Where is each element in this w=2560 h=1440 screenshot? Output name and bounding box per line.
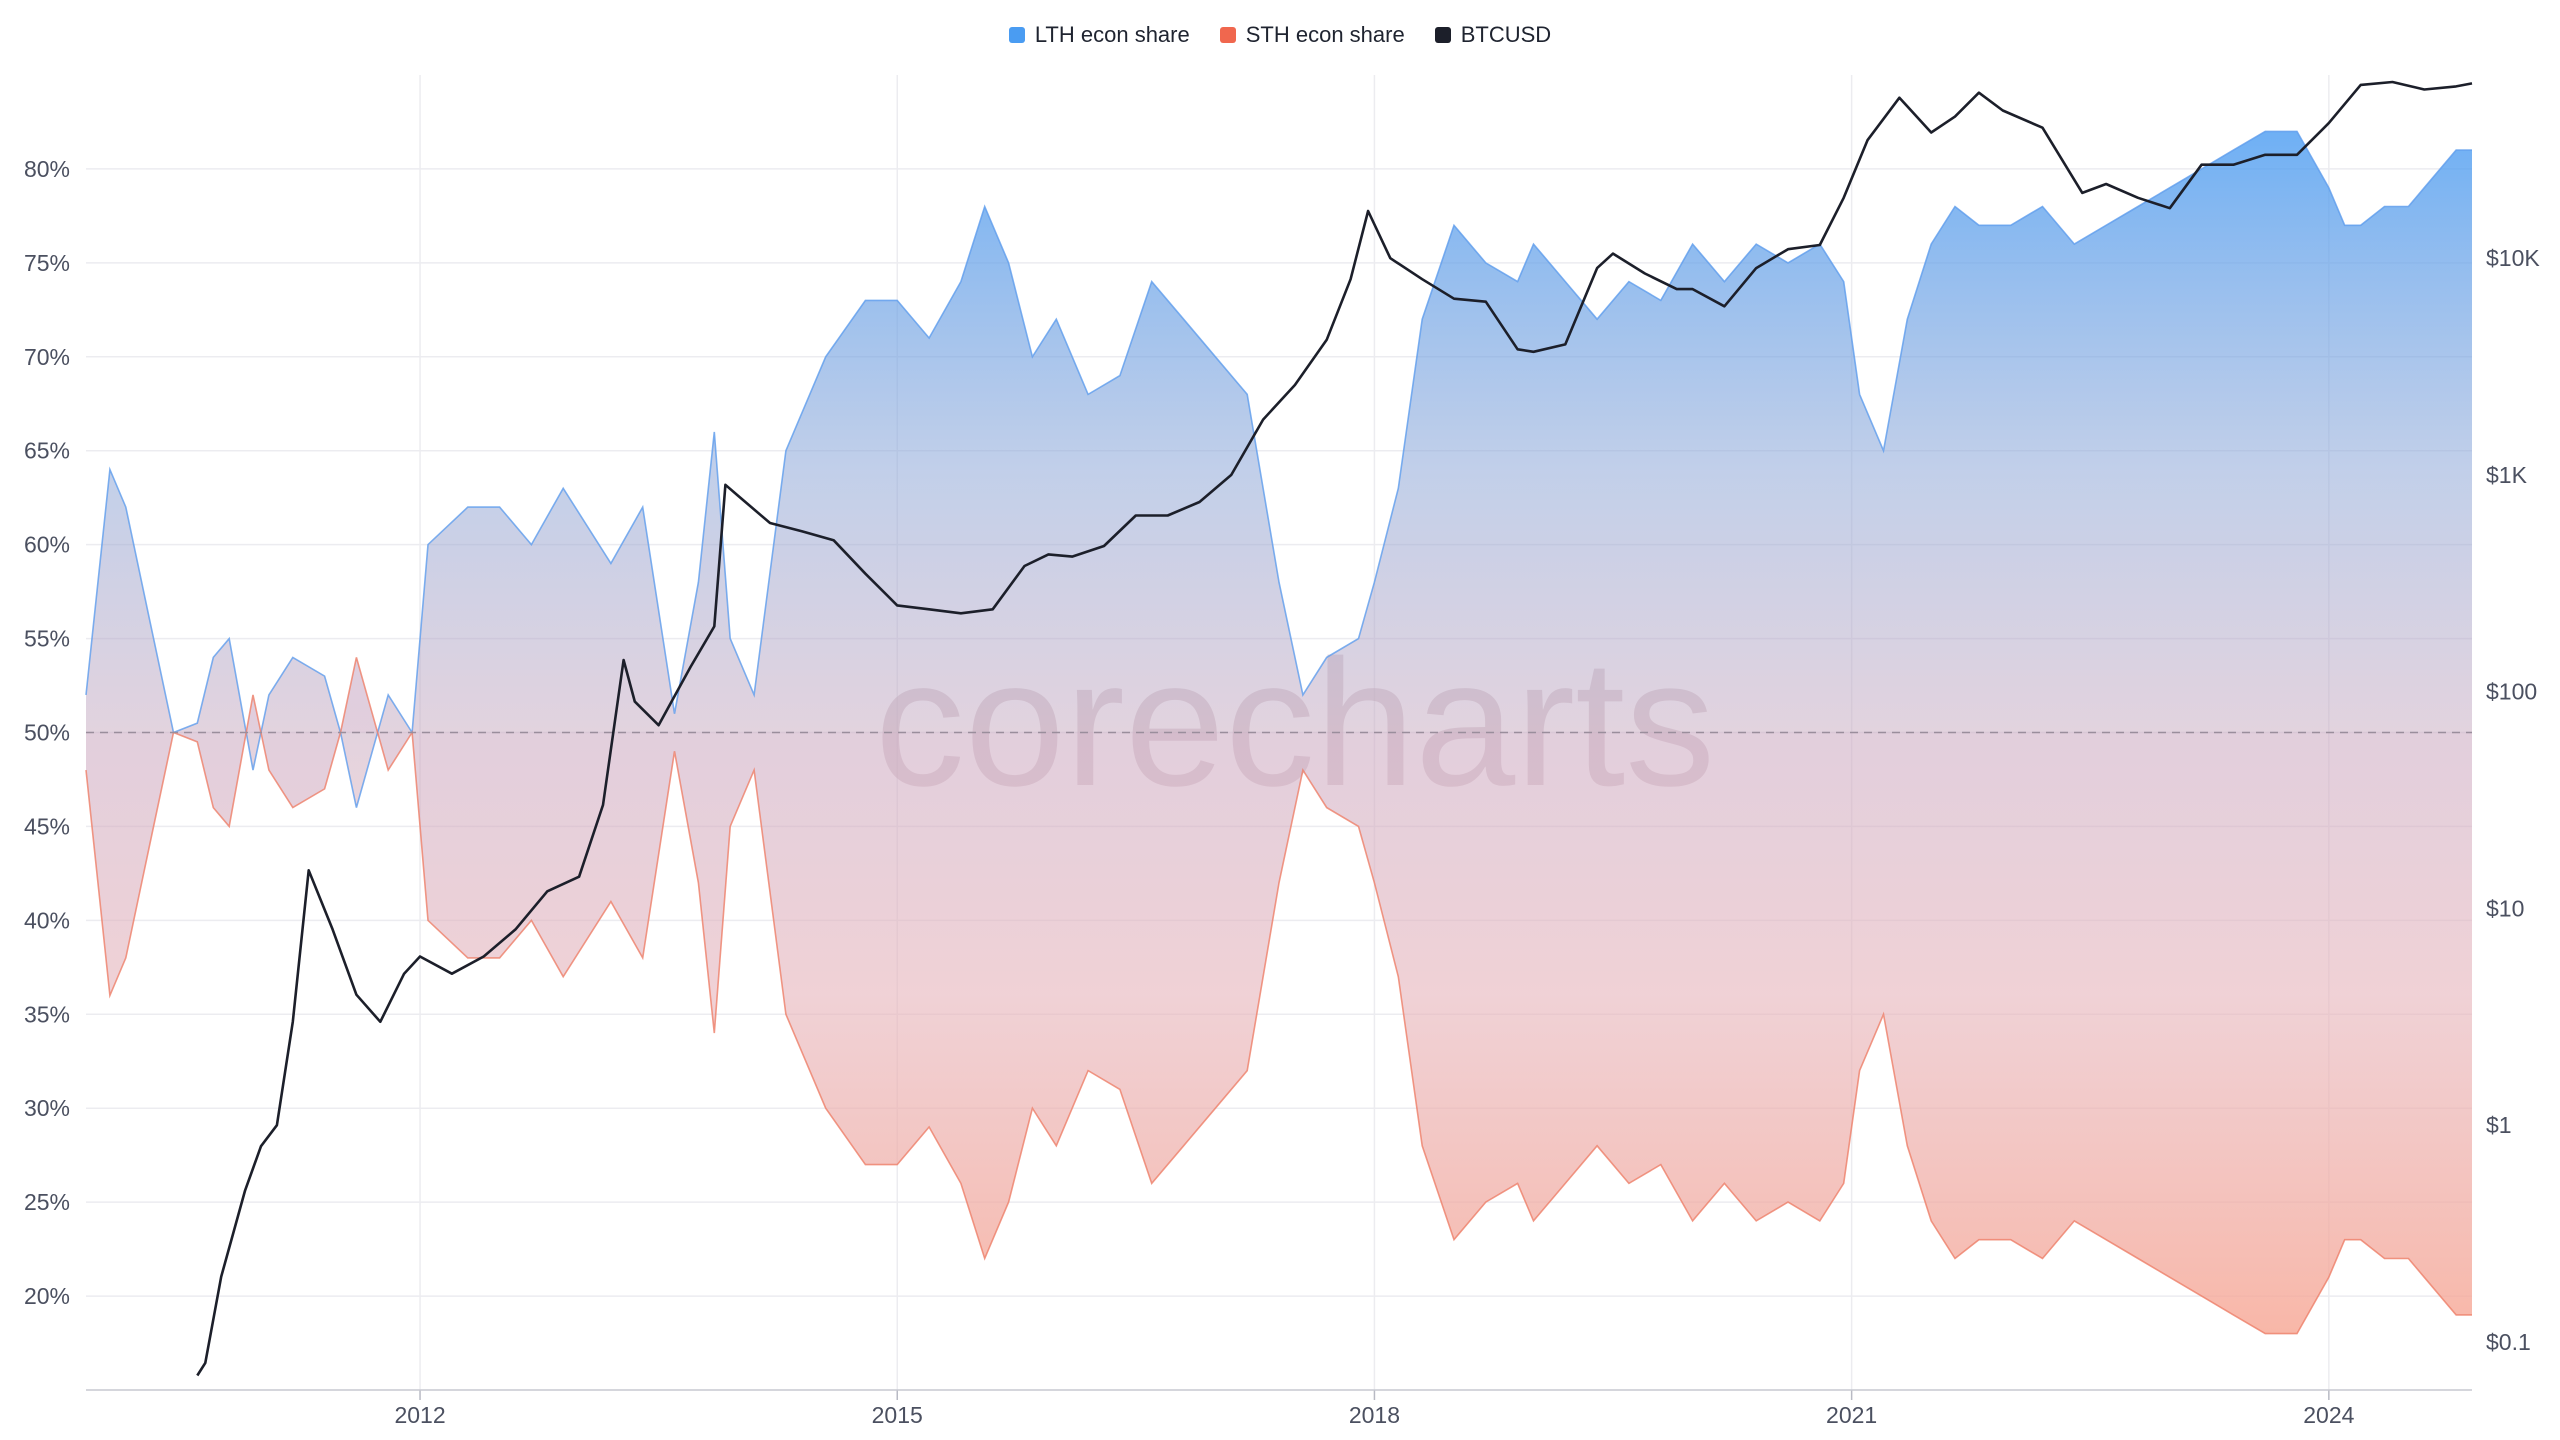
y-left-tick-label: 25%: [24, 1189, 70, 1215]
btcusd-line: [196, 80, 2473, 1377]
y-right-tick-label: $10K: [2486, 245, 2540, 271]
y-right-tick-label: $10: [2486, 895, 2524, 921]
line-layer: [86, 80, 2473, 1377]
y-left-tick-label: 70%: [24, 344, 70, 370]
legend-item-lth[interactable]: LTH econ share: [1008, 22, 1190, 48]
legend-item-btcusd[interactable]: BTCUSD: [1434, 22, 1552, 48]
y-right-tick-label: $1: [2486, 1112, 2512, 1138]
y-left-tick-label: 65%: [24, 438, 70, 464]
legend-swatch-lth: [1008, 27, 1025, 43]
x-tick-label: 2018: [1349, 1402, 1400, 1428]
y-left-tick-label: 35%: [24, 1001, 70, 1027]
y-right-tick-label: $1K: [2486, 462, 2528, 488]
y-left-tick-label: 75%: [24, 250, 70, 276]
legend: LTH econ share STH econ share BTCUSD: [0, 22, 2560, 48]
legend-item-sth[interactable]: STH econ share: [1219, 22, 1405, 48]
x-tick-label: 2015: [872, 1402, 923, 1428]
area-sth: [86, 657, 2472, 1334]
x-tick-label: 2021: [1826, 1402, 1877, 1428]
axis-layer: 20% 25% 30% 35% 40% 45% 50% 55% 60% 65% 70% 75% 80% 2…: [24, 156, 2540, 1428]
y-left-tick-label: 50%: [24, 720, 70, 746]
y-left-tick-label: 60%: [24, 532, 70, 558]
legend-swatch-btcusd: [1434, 27, 1451, 43]
y-right-tick-label: $0.1: [2486, 1329, 2531, 1355]
area-layer: [85, 130, 2472, 1335]
legend-label-lth: LTH econ share: [1034, 22, 1190, 47]
area-edge-lth: [85, 130, 2472, 808]
y-left-tick-label: 55%: [24, 626, 70, 652]
x-tick-label: 2024: [2303, 1402, 2354, 1428]
y-left-tick-label: 20%: [24, 1283, 70, 1309]
y-left-tick-label: 40%: [24, 907, 70, 933]
y-right-tick-label: $100: [2486, 679, 2537, 705]
area-edge-sth: [85, 657, 2472, 1335]
area-lth: [86, 131, 2472, 808]
legend-swatch-sth: [1219, 27, 1236, 43]
y-left-tick-label: 30%: [24, 1095, 70, 1121]
legend-label-btcusd: BTCUSD: [1460, 22, 1552, 47]
x-tick-label: 2012: [394, 1402, 445, 1428]
y-left-tick-label: 80%: [24, 156, 70, 182]
y-left-tick-label: 45%: [24, 813, 70, 839]
legend-label-sth: STH econ share: [1245, 22, 1405, 47]
